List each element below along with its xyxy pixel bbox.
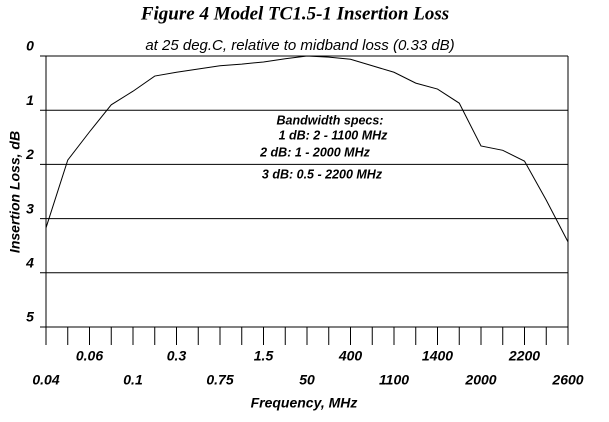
y-tick-label: 3 <box>26 200 34 216</box>
annotation: 3 dB: 0.5 - 2200 MHz <box>262 167 383 181</box>
annotation: 2 dB: 1 - 2000 MHz <box>259 145 371 159</box>
y-tick-label: 1 <box>26 92 34 108</box>
x-tick-label: 0.75 <box>206 372 233 388</box>
x-tick-label: 2200 <box>508 348 540 364</box>
y-tick-label: 5 <box>26 309 34 325</box>
x-tick-label: 1400 <box>422 348 453 364</box>
chart-subtitle: at 25 deg.C, relative to midband loss (0… <box>145 37 454 54</box>
chart-title: Figure 4 Model TC1.5-1 Insertion Loss <box>140 3 449 24</box>
line-series <box>45 55 569 243</box>
x-tick-label: 400 <box>338 348 363 364</box>
x-tick-label: 2600 <box>551 372 583 388</box>
x-tick-label: 50 <box>299 372 315 388</box>
x-tick-label: 1.5 <box>254 348 274 364</box>
annotation: Bandwidth specs: <box>277 113 384 127</box>
x-tick-label: 2000 <box>464 372 496 388</box>
y-tick-label: 2 <box>25 146 34 162</box>
x-tick-label: 1100 <box>379 372 409 388</box>
y-tick-label: 0 <box>26 38 34 54</box>
x-tick-label: 0.06 <box>76 348 103 364</box>
y-tick-label: 4 <box>25 255 34 271</box>
x-axis-label: Frequency, MHz <box>251 395 358 411</box>
annotation: 1 dB: 2 - 1100 MHz <box>279 128 389 142</box>
y-axis-label: Insertion Loss, dB <box>7 131 23 253</box>
x-tick-label: 0.1 <box>123 372 143 388</box>
x-tick-label: 0.3 <box>167 348 187 364</box>
x-tick-label: 0.04 <box>32 372 59 388</box>
